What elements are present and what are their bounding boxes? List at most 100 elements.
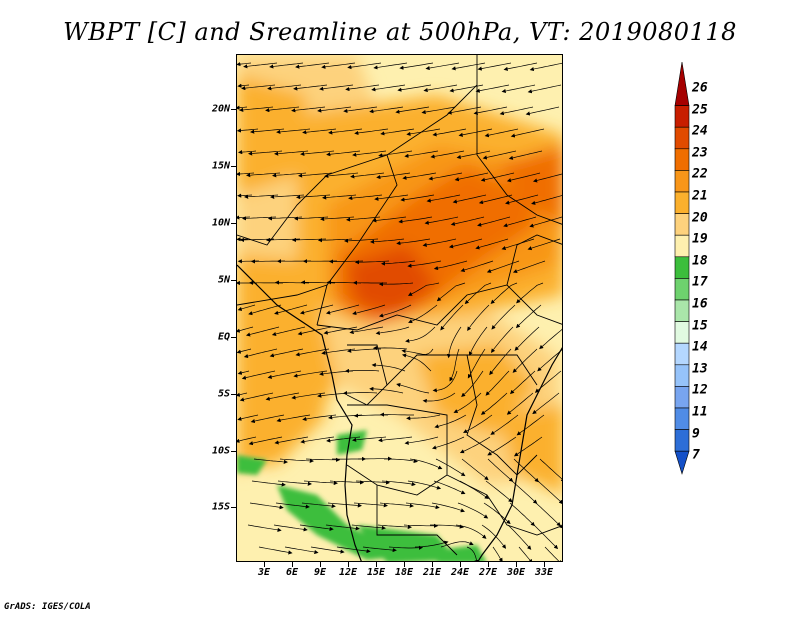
wbpt-map (237, 55, 562, 561)
lon-tick-label: 24E (450, 567, 470, 578)
streamline (237, 348, 252, 354)
streamline (245, 326, 280, 337)
streamline (512, 260, 546, 274)
lon-tick-label: 30E (506, 567, 526, 578)
streamline (468, 326, 488, 356)
streamline (452, 194, 487, 204)
streamline (253, 458, 288, 464)
streamline (402, 172, 437, 180)
streamline (513, 436, 543, 457)
streamline (250, 128, 285, 134)
lon-tick (432, 562, 433, 567)
streamline (447, 106, 482, 115)
streamline (509, 370, 536, 395)
streamline (379, 502, 414, 508)
colorbar-segment (674, 126, 690, 150)
streamline (424, 216, 459, 225)
streamline (487, 458, 514, 482)
streamline (529, 216, 562, 228)
streamline (273, 524, 308, 532)
streamline (461, 370, 484, 397)
streamline (480, 172, 515, 182)
lon-tick-label: 15E (366, 567, 386, 578)
colorbar-level-label: 22 (692, 166, 708, 182)
colorbar (674, 62, 690, 475)
streamline (237, 171, 255, 177)
streamline (258, 546, 293, 555)
streamline (352, 304, 386, 316)
streamline (433, 260, 468, 271)
streamline (378, 436, 413, 443)
lat-tick (231, 223, 236, 224)
streamline (477, 216, 511, 227)
colorbar-level-label: 26 (692, 80, 708, 96)
streamline (457, 502, 489, 519)
streamline (301, 502, 336, 509)
colorbar-level-label: 13 (692, 361, 708, 377)
streamline (267, 84, 302, 91)
lat-tick-label: EQ (217, 331, 230, 343)
streamline (370, 238, 405, 244)
streamline (362, 546, 397, 553)
streamline (460, 260, 494, 273)
streamline (274, 150, 309, 156)
streamline (237, 128, 259, 133)
streamline (422, 238, 457, 247)
streamline (345, 84, 380, 92)
streamline (407, 480, 442, 490)
streamline (503, 216, 537, 228)
lon-tick-label: 21E (422, 567, 442, 578)
lon-tick (264, 562, 265, 567)
streamline (532, 392, 560, 415)
streamline (430, 150, 465, 159)
streamline (291, 106, 326, 113)
lon-tick (460, 562, 461, 567)
streamline (506, 172, 541, 183)
streamline (369, 386, 404, 394)
streamline (430, 524, 464, 529)
streamline (475, 84, 510, 93)
streamline (499, 106, 534, 116)
streamline (326, 150, 361, 157)
streamline (351, 524, 386, 530)
streamline (449, 348, 460, 382)
streamline (505, 194, 539, 205)
streamline (343, 106, 378, 113)
streamline (489, 348, 512, 376)
colorbar-level-label: 21 (692, 188, 708, 204)
streamline (423, 84, 458, 93)
streamline (243, 348, 278, 359)
streamline (404, 150, 439, 158)
streamline (277, 480, 312, 486)
streamline (372, 345, 408, 351)
streamline (448, 238, 483, 249)
streamline (378, 282, 414, 287)
lat-tick (231, 280, 236, 281)
streamline (274, 304, 308, 315)
streamline (243, 62, 278, 69)
streamline (265, 392, 300, 401)
streamline (377, 524, 412, 530)
lon-tick (544, 562, 545, 567)
streamline (514, 326, 540, 351)
streamline (344, 368, 380, 373)
streamline (518, 546, 533, 561)
streamline (401, 348, 434, 355)
streamline (482, 150, 517, 160)
streamline (237, 326, 254, 333)
colorbar-segment (674, 148, 690, 171)
colorbar-level-label: 11 (692, 404, 708, 420)
lon-tick-label: 9E (313, 567, 327, 578)
streamline (459, 436, 491, 454)
colorbar-level-label: 9 (692, 426, 700, 442)
streamline (455, 524, 487, 539)
lon-tick (292, 562, 293, 567)
colorbar-segment (674, 234, 690, 258)
streamline (249, 502, 284, 510)
lat-tick-label: 10N (211, 217, 230, 229)
streamline (319, 84, 354, 91)
streamline (406, 128, 441, 136)
streamline (461, 458, 489, 481)
streamline (248, 150, 283, 156)
footer-credit: GrADS: IGES/COLA (4, 602, 91, 612)
